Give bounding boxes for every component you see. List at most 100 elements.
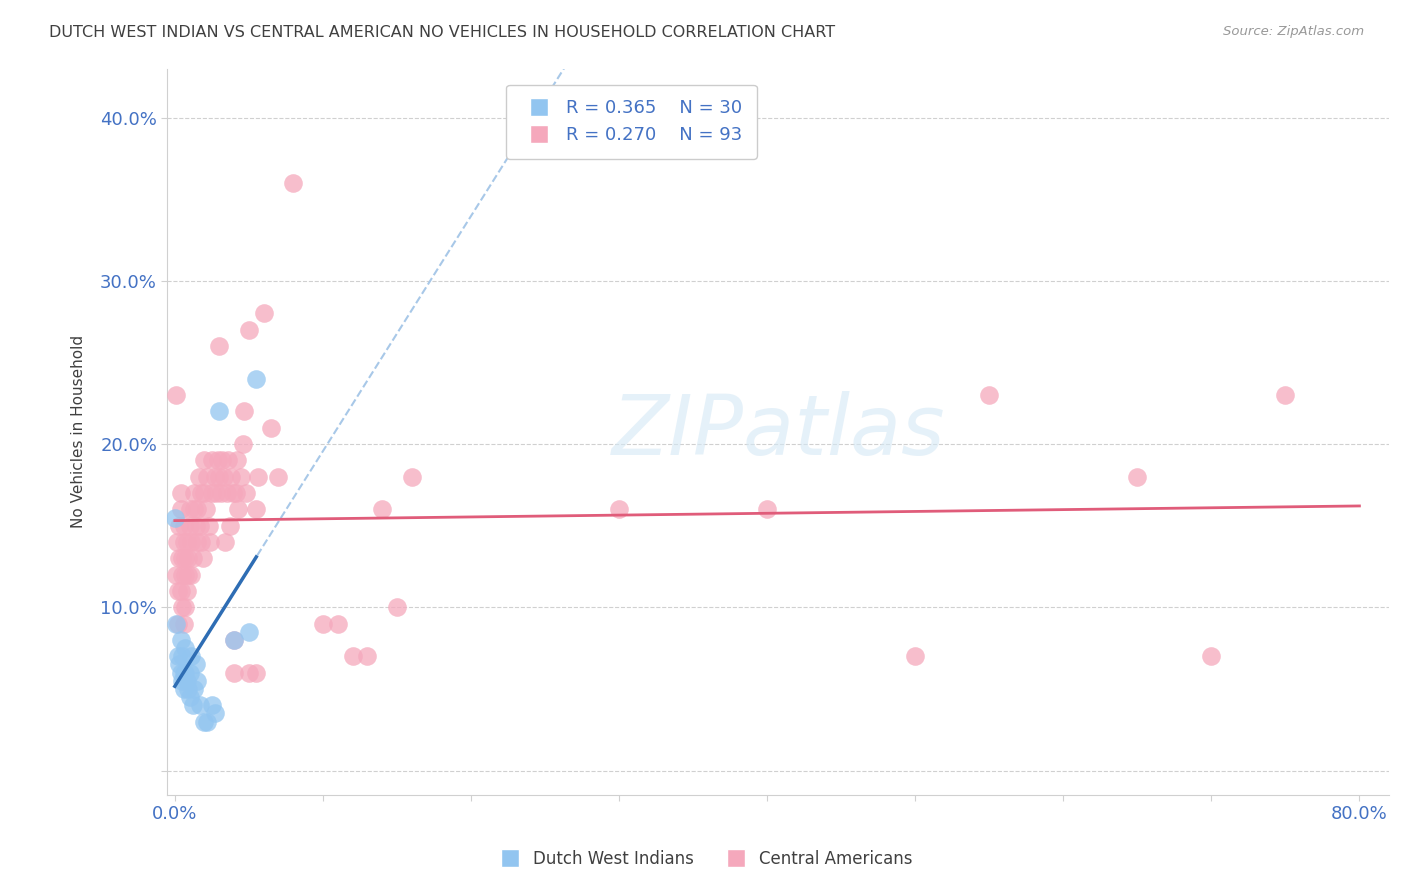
Point: [607, 502, 630, 516]
Point: [186, 502, 208, 516]
Point: [221, 486, 243, 500]
Point: [180, 535, 202, 549]
Point: [188, 698, 211, 713]
Point: [979, 388, 1001, 402]
Point: [184, 657, 207, 672]
Point: [194, 502, 217, 516]
Point: [172, 600, 194, 615]
Point: [326, 616, 349, 631]
Point: [219, 469, 242, 483]
Point: [166, 649, 188, 664]
Point: [228, 502, 250, 516]
Point: [183, 681, 205, 696]
Point: [172, 567, 194, 582]
Point: [385, 600, 408, 615]
Point: [342, 649, 364, 664]
Point: [186, 673, 208, 688]
Point: [207, 453, 229, 467]
Point: [217, 453, 239, 467]
Point: [222, 632, 245, 647]
Point: [245, 665, 267, 680]
Point: [165, 616, 187, 631]
Point: [173, 665, 195, 680]
Point: [173, 681, 195, 696]
Point: [179, 690, 201, 705]
Point: [238, 323, 260, 337]
Point: [176, 535, 198, 549]
Point: [186, 535, 208, 549]
Point: [235, 486, 257, 500]
Point: [173, 518, 195, 533]
Point: [170, 665, 193, 680]
Point: [197, 714, 219, 729]
Point: [200, 535, 222, 549]
Point: [174, 551, 197, 566]
Point: [225, 486, 247, 500]
Point: [172, 649, 194, 664]
Point: [201, 453, 224, 467]
Point: [170, 584, 193, 599]
Point: [218, 518, 240, 533]
Point: [191, 551, 214, 566]
Point: [165, 388, 187, 402]
Point: [232, 437, 254, 451]
Point: [1274, 388, 1296, 402]
Point: [253, 306, 276, 320]
Point: [173, 616, 195, 631]
Point: [166, 584, 188, 599]
Point: [188, 518, 211, 533]
Point: [179, 518, 201, 533]
Point: [193, 714, 215, 729]
Point: [169, 551, 191, 566]
Text: Source: ZipAtlas.com: Source: ZipAtlas.com: [1223, 25, 1364, 38]
Point: [165, 567, 187, 582]
Point: [170, 632, 193, 647]
Point: [205, 486, 228, 500]
Point: [176, 584, 198, 599]
Point: [208, 339, 231, 353]
Point: [193, 486, 215, 500]
Point: [181, 698, 204, 713]
Text: DUTCH WEST INDIAN VS CENTRAL AMERICAN NO VEHICLES IN HOUSEHOLD CORRELATION CHART: DUTCH WEST INDIAN VS CENTRAL AMERICAN NO…: [49, 25, 835, 40]
Point: [401, 469, 423, 483]
Point: [176, 673, 198, 688]
Point: [177, 551, 200, 566]
Text: ZIPatlas: ZIPatlas: [612, 392, 945, 472]
Point: [187, 469, 209, 483]
Point: [245, 372, 267, 386]
Point: [204, 469, 226, 483]
Point: [246, 469, 269, 483]
Point: [190, 535, 212, 549]
Point: [193, 453, 215, 467]
Point: [904, 649, 927, 664]
Point: [184, 518, 207, 533]
Point: [226, 453, 249, 467]
Point: [177, 567, 200, 582]
Point: [190, 486, 212, 500]
Y-axis label: No Vehicles in Household: No Vehicles in Household: [72, 335, 86, 528]
Point: [174, 600, 197, 615]
Point: [214, 535, 236, 549]
Point: [179, 665, 201, 680]
Point: [169, 657, 191, 672]
Point: [312, 616, 335, 631]
Point: [197, 469, 219, 483]
Point: [174, 567, 197, 582]
Point: [170, 486, 193, 500]
Point: [756, 502, 779, 516]
Point: [238, 624, 260, 639]
Point: [211, 453, 233, 467]
Point: [222, 665, 245, 680]
Point: [173, 535, 195, 549]
Point: [198, 518, 221, 533]
Point: [179, 502, 201, 516]
Point: [233, 404, 256, 418]
Legend: R = 0.365    N = 30, R = 0.270    N = 93: R = 0.365 N = 30, R = 0.270 N = 93: [506, 85, 756, 159]
Point: [208, 404, 231, 418]
Point: [260, 420, 283, 434]
Point: [174, 665, 197, 680]
Point: [183, 502, 205, 516]
Point: [180, 567, 202, 582]
Point: [166, 616, 188, 631]
Point: [180, 649, 202, 664]
